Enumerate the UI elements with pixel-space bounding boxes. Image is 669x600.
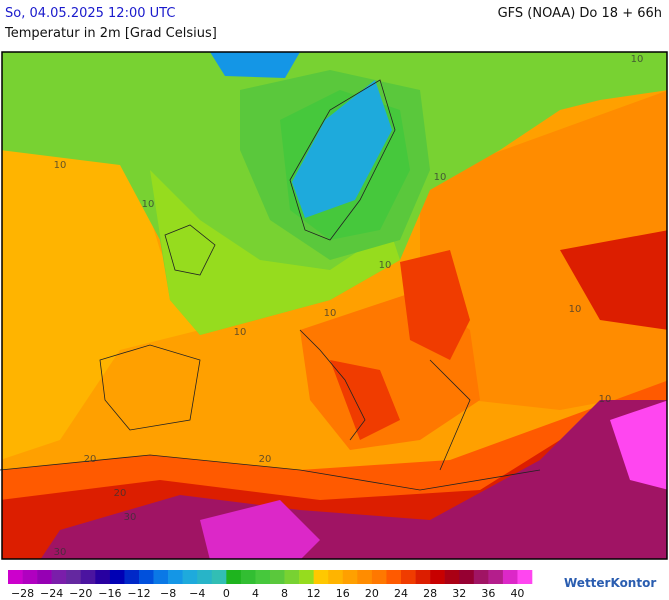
legend-swatch <box>299 570 314 584</box>
legend-swatch <box>153 570 169 584</box>
legend-tick-label: −24 <box>40 587 63 600</box>
legend-swatch <box>240 570 256 584</box>
legend-swatch <box>386 570 402 584</box>
legend-swatch <box>444 570 460 584</box>
legend-swatch <box>459 570 475 584</box>
legend-swatch <box>139 570 154 584</box>
contour-labels: 10 10 10 10 10 10 10 10 20 20 20 30 30 10 <box>54 54 644 558</box>
legend-swatch <box>197 570 213 584</box>
contour-label: 30 <box>54 547 67 558</box>
legend-swatch <box>211 570 227 584</box>
contour-label: 20 <box>114 488 127 499</box>
legend-swatch <box>313 570 329 584</box>
logo: WetterKontor <box>564 576 657 590</box>
contour-label: 10 <box>569 304 582 315</box>
map-frame <box>1 51 668 560</box>
legend-tick-label: 32 <box>452 587 466 600</box>
legend-tick-label: −4 <box>189 587 205 600</box>
contour-label: 10 <box>379 260 392 271</box>
contour-label: 10 <box>631 54 644 65</box>
contour-label: 10 <box>142 199 155 210</box>
contour-label: 10 <box>234 327 247 338</box>
contour-label: 20 <box>259 454 272 465</box>
subtitle: Temperatur in 2m [Grad Celsius] <box>5 26 217 41</box>
legend-swatch <box>168 570 183 584</box>
contour-label: 30 <box>124 512 137 523</box>
model-info: GFS (NOAA) Do 18 + 66h <box>497 6 662 21</box>
legend-tick-label: −28 <box>11 587 34 600</box>
legend-swatch <box>182 570 198 584</box>
legend-swatch <box>22 570 38 584</box>
legend-swatch <box>430 570 445 584</box>
legend-tick-label: 20 <box>365 587 379 600</box>
contour-label: 10 <box>599 394 612 405</box>
legend-swatch <box>226 570 242 584</box>
legend-swatch <box>124 570 140 584</box>
legend-swatch <box>284 570 300 584</box>
legend-tick-label: 4 <box>252 587 259 600</box>
legend-swatch <box>415 570 431 584</box>
run-date: So, 04.05.2025 12:00 UTC <box>5 6 176 21</box>
legend-tick-label: −12 <box>127 587 150 600</box>
legend-tick-label: 12 <box>307 587 321 600</box>
legend-tick-label: 36 <box>481 587 495 600</box>
contour-label: 20 <box>84 454 97 465</box>
legend-swatch <box>109 570 125 584</box>
legend-tick-label: −16 <box>98 587 121 600</box>
color-legend: −28 −24 −20 −16 −12 −8 −4 0 4 8 12 16 20 24 28 32 36 40 <box>8 570 533 600</box>
contour-label: 10 <box>54 160 67 171</box>
temperature-field <box>2 52 667 559</box>
legend-tick-label: 8 <box>281 587 288 600</box>
contour-label: 10 <box>324 308 337 319</box>
legend-tick-label: 40 <box>510 587 524 600</box>
legend-swatch <box>401 570 416 584</box>
legend-swatch <box>37 570 52 584</box>
legend-swatch <box>371 570 387 584</box>
legend-swatch <box>517 570 533 584</box>
legend-swatch <box>502 570 518 584</box>
legend-tick-label: 0 <box>223 587 230 600</box>
legend-swatch <box>80 570 96 584</box>
legend-tick-label: 16 <box>336 587 350 600</box>
legend-swatch <box>270 570 285 584</box>
legend-swatch <box>66 570 82 584</box>
legend-swatch <box>95 570 111 584</box>
legend-tick-label: −20 <box>69 587 92 600</box>
legend-tick-label: −8 <box>160 587 176 600</box>
legend-swatch <box>357 570 373 584</box>
legend-swatch <box>51 570 67 584</box>
legend-swatch <box>488 570 504 584</box>
legend-swatch <box>328 570 344 584</box>
contour-label: 10 <box>434 172 447 183</box>
legend-tick-label: 28 <box>423 587 437 600</box>
legend-swatch <box>255 570 271 584</box>
coastlines <box>0 79 541 491</box>
legend-swatch <box>342 570 358 584</box>
legend-swatch <box>473 570 489 584</box>
legend-swatch <box>8 570 23 584</box>
legend-tick-label: 24 <box>394 587 408 600</box>
